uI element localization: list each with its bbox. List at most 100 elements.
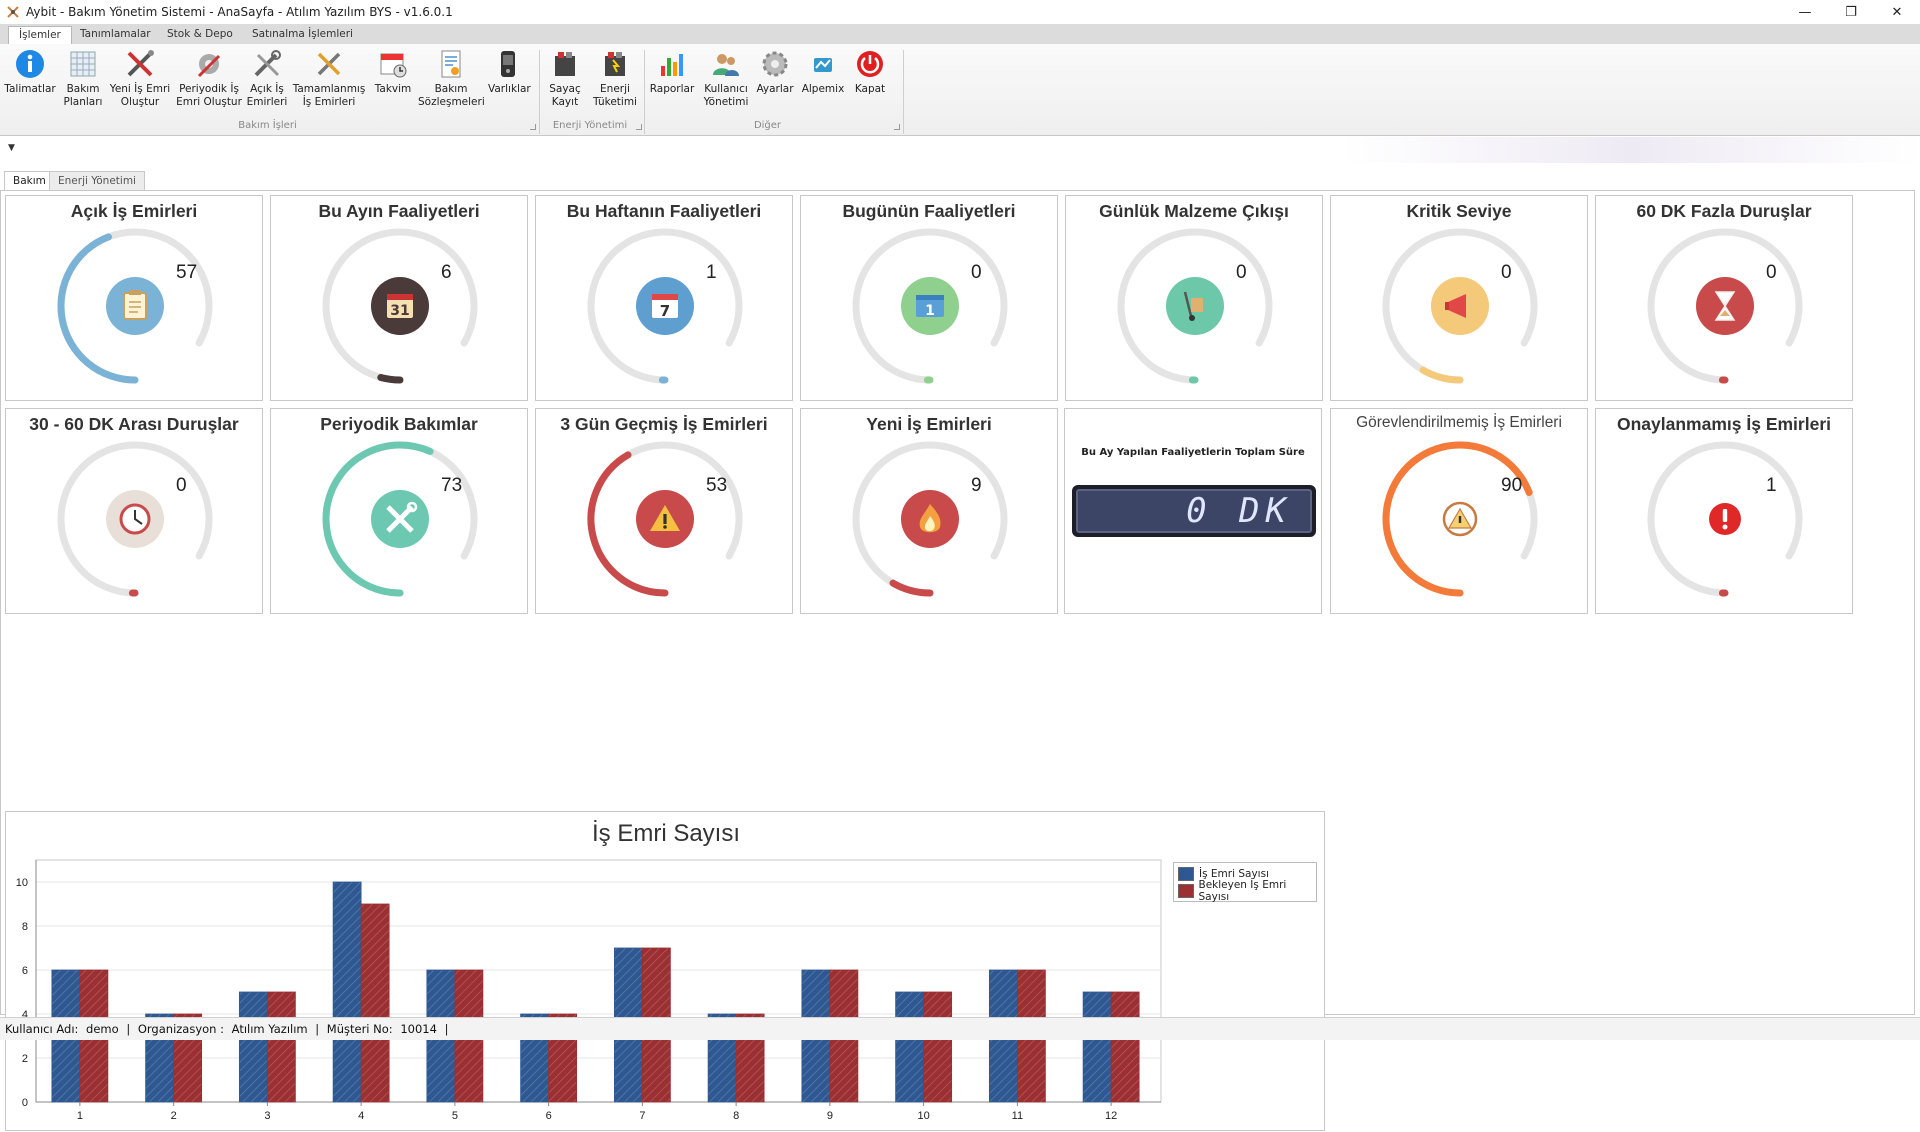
ribbon-button-raporlar[interactable]: Raporlar <box>646 48 698 96</box>
kpi-title: Günlük Malzeme Çıkışı <box>1066 201 1322 222</box>
ribbon-group-expand-icon[interactable] <box>530 124 536 130</box>
gauge-ring <box>6 409 264 615</box>
gauge-ring <box>1331 409 1589 615</box>
warning-icon <box>636 490 694 548</box>
ribbon-button-label: Açık İş <box>250 83 284 95</box>
gauge-ring: 1 <box>801 196 1059 402</box>
contract-icon <box>435 48 467 80</box>
bar-report-icon <box>656 48 688 80</box>
ribbon-button-label: Ayarlar <box>756 83 793 95</box>
calendar-31-icon: 31 <box>371 277 429 335</box>
kpi-title: Kritik Seviye <box>1331 201 1587 222</box>
duration-value: 0 DK <box>1186 491 1292 531</box>
ribbon-tab-satinalma[interactable]: Satınalma İşlemleri <box>242 26 363 44</box>
ribbon-button-label: Alpemix <box>802 83 845 95</box>
bar-is-emri-12 <box>1083 992 1111 1102</box>
status-customer-label: Müşteri No: <box>327 1022 393 1036</box>
legend-swatch <box>1178 884 1194 898</box>
kpi-value: 57 <box>176 262 226 284</box>
ribbon-separator <box>644 50 645 134</box>
ribbon-button-label: Tamamlanmış <box>293 83 366 95</box>
status-separator: | <box>315 1022 319 1036</box>
kpi-title: 3 Gün Geçmiş İş Emirleri <box>536 414 792 435</box>
ribbon-tab-stok-depo[interactable]: Stok & Depo <box>157 26 243 44</box>
status-bar: Kullanıcı Adı: demo | Organizasyon : Atı… <box>0 1017 1920 1040</box>
kpi-value: 9 <box>971 475 1021 497</box>
ribbon-button-talimatlar[interactable]: Talimatlar <box>2 48 58 96</box>
ribbon-group-expand-icon[interactable] <box>636 124 642 130</box>
ribbon-button-label: İş Emirleri <box>303 96 356 108</box>
ribbon-button-varlıklar[interactable]: Varlıklar <box>488 48 528 96</box>
gauge-ring: 31 <box>271 196 529 402</box>
gauge-fill <box>1423 370 1460 380</box>
y-tick-label: 0 <box>22 1097 28 1109</box>
minimize-button[interactable]: — <box>1782 0 1828 24</box>
alpemix-icon <box>807 48 839 80</box>
x-tick-label: 11 <box>1012 1110 1023 1122</box>
kpi-title: Periyodik Bakımlar <box>271 414 527 435</box>
ribbon-button-takvim[interactable]: Takvim <box>370 48 416 96</box>
ribbon-button-label: Oluştur <box>121 96 159 108</box>
kpi-value: 1 <box>706 262 756 284</box>
kpi-value: 0 <box>176 475 226 497</box>
doc-tab-enerji[interactable]: Enerji Yönetimi <box>49 171 145 191</box>
meter-icon <box>549 48 581 80</box>
quick-access-dropdown-icon[interactable]: ▼ <box>8 143 15 153</box>
ribbon-separator <box>539 50 540 134</box>
y-tick-label: 8 <box>22 921 28 933</box>
ribbon-tab-islemler[interactable]: İşlemler <box>8 26 72 44</box>
info-icon <box>14 48 46 80</box>
ribbon-group-expand-icon[interactable] <box>894 124 900 130</box>
doc-tab-bakim[interactable]: Bakım <box>4 171 55 191</box>
ribbon-button-alpemix[interactable]: Alpemix <box>800 48 846 96</box>
bar-is-emri-10 <box>896 992 924 1102</box>
ribbon-button-kapat[interactable]: Kapat <box>850 48 890 96</box>
ribbon-button-ayarlar[interactable]: Ayarlar <box>752 48 798 96</box>
y-tick-label: 10 <box>16 877 28 889</box>
ribbon-button-label: Periyodik İş <box>179 83 239 95</box>
close-button[interactable]: ✕ <box>1874 0 1920 24</box>
chart-legend: İş Emri Sayısı Bekleyen İş Emri Sayısı <box>1173 862 1317 902</box>
gear-tools-icon <box>193 48 225 80</box>
x-tick-label: 2 <box>171 1110 177 1122</box>
ribbon-tab-strip: İşlemler Tanımlamalar Stok & Depo Satına… <box>0 24 1920 44</box>
gauge-ring <box>801 409 1059 615</box>
bar-bekleyen-10 <box>924 992 952 1102</box>
ribbon-button-label: Tüketimi <box>593 96 637 108</box>
alarm-warning-icon <box>1444 503 1476 535</box>
tools-icon <box>371 490 429 548</box>
x-tick-label: 3 <box>264 1110 270 1122</box>
status-separator: | <box>445 1022 449 1036</box>
duration-tile[interactable]: Bu Ay Yapılan Faaliyetlerin Toplam Süre … <box>1064 408 1322 614</box>
y-tick-label: 2 <box>22 1053 28 1065</box>
restore-button[interactable]: ❐ <box>1828 0 1874 24</box>
x-tick-label: 4 <box>358 1110 364 1122</box>
ribbon-tab-tanimlamalar[interactable]: Tanımlamalar <box>70 26 161 44</box>
status-org-label: Organizasyon : <box>138 1022 224 1036</box>
gauge-ring <box>1331 196 1589 402</box>
